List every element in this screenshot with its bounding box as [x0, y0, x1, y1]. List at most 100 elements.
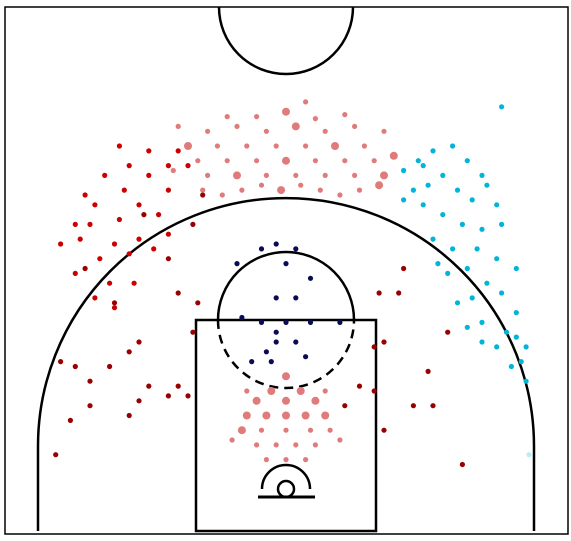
- shot-marker-wing-three-right-9: [454, 187, 461, 193]
- shot-marker-wing-three-left-26: [146, 148, 152, 154]
- shot-marker-wing-three-left-24: [126, 163, 132, 169]
- shot-marker-wing-three-right-42: [401, 197, 407, 203]
- shot-marker-wing-three-right-7: [425, 182, 431, 188]
- shot-marker-wing-three-left-14: [82, 192, 88, 198]
- shot-marker-top-of-key-three-4: [224, 158, 230, 164]
- shot-marker-restricted-and-short-midrange-14: [293, 339, 299, 345]
- half-court-circle: [217, 6, 355, 76]
- shot-marker-top-of-key-three-19: [371, 158, 377, 164]
- shot-marker-paint-floater-15: [327, 427, 333, 433]
- paint-lane: [194, 318, 378, 533]
- court-boundary: [4, 6, 569, 535]
- shot-marker-wing-three-left-20: [58, 241, 64, 247]
- shot-marker-restricted-and-short-midrange-13: [273, 329, 279, 335]
- shot-marker-corner-and-midrange-left-21: [111, 300, 118, 306]
- shot-marker-wing-three-right-6: [410, 187, 416, 193]
- shot-marker-top-of-key-three-24: [258, 182, 265, 188]
- shot-marker-paint-floater-11: [237, 426, 246, 435]
- shot-marker-corner-and-midrange-left-10: [126, 349, 132, 355]
- shot-marker-top-of-key-three-3: [214, 143, 220, 149]
- shot-marker-corner-and-midrange-left-11: [136, 339, 142, 345]
- shot-marker-top-of-key-three-0: [184, 142, 192, 150]
- shot-marker-top-of-key-three-23: [239, 187, 245, 193]
- shot-marker-paint-floater-14: [307, 427, 314, 433]
- shot-marker-wing-three-right-25: [484, 280, 490, 286]
- shot-marker-top-of-key-three-14: [322, 172, 328, 178]
- shot-marker-wing-three-left-29: [175, 148, 181, 154]
- shot-marker-wing-three-left-17: [131, 280, 137, 286]
- shot-marker-restricted-and-short-midrange-6: [273, 295, 279, 301]
- shot-marker-restricted-and-short-midrange-11: [307, 319, 314, 325]
- free-throw-circle-top: [216, 250, 356, 321]
- shot-marker-wing-three-left-7: [116, 216, 122, 223]
- shot-marker-top-of-key-three-42: [303, 99, 309, 105]
- shot-marker-wing-three-right-12: [494, 202, 500, 208]
- shot-marker-wing-three-right-17: [499, 221, 505, 227]
- shot-marker-right-midrange-1: [396, 290, 402, 296]
- shot-marker-top-of-key-three-5: [233, 171, 241, 180]
- shot-marker-corner-and-midrange-left-3: [72, 363, 78, 370]
- shot-marker-wing-three-right-41: [420, 163, 426, 169]
- shot-marker-top-of-key-three-9: [273, 143, 279, 149]
- shot-marker-wing-three-right-3: [450, 143, 456, 149]
- shot-marker-paint-floater-1: [267, 387, 276, 395]
- shot-marker-top-of-key-three-39: [254, 114, 260, 120]
- shot-marker-right-midrange-2: [381, 339, 387, 345]
- shot-marker-right-midrange-12: [401, 265, 407, 272]
- shot-marker-paint-floater-17: [273, 442, 279, 448]
- shot-marker-corner-and-midrange-left-2: [87, 378, 93, 384]
- shot-marker-wing-three-right-37: [494, 344, 500, 350]
- shot-marker-paint-floater-2: [296, 387, 305, 395]
- shot-marker-corner-and-midrange-left-14: [175, 290, 181, 296]
- shot-marker-restricted-and-short-midrange-12: [337, 319, 343, 325]
- shot-marker-top-of-key-three-32: [205, 128, 211, 134]
- shot-marker-wing-three-right-23: [445, 270, 451, 276]
- shot-marker-corner-and-midrange-left-12: [190, 329, 196, 335]
- shot-marker-top-of-key-three-26: [298, 182, 304, 188]
- shot-marker-corner-and-midrange-left-19: [58, 359, 64, 365]
- shot-marker-wing-three-right-40: [499, 104, 505, 110]
- shot-marker-wing-three-right-15: [459, 221, 465, 227]
- shot-marker-top-of-key-three-18: [361, 143, 367, 149]
- shot-marker-top-of-key-three-11: [293, 172, 299, 178]
- shot-marker-restricted-and-short-midrange-9: [258, 319, 265, 325]
- shot-marker-corner-and-midrange-left-13: [195, 300, 201, 306]
- shot-marker-top-of-key-three-1: [195, 158, 201, 164]
- shot-marker-wing-three-right-36: [508, 363, 514, 370]
- shot-marker-restricted-and-short-midrange-4: [234, 261, 240, 267]
- shot-marker-right-midrange-3: [371, 344, 377, 350]
- shot-marker-corner-and-midrange-left-20: [82, 265, 88, 272]
- shot-marker-top-of-key-three-44: [342, 112, 348, 118]
- shot-marker-wing-three-left-16: [107, 280, 113, 286]
- shot-marker-top-of-key-three-27: [317, 187, 323, 193]
- shot-marker-right-midrange-9: [459, 461, 465, 468]
- shot-marker-wing-three-right-32: [513, 334, 519, 340]
- shot-marker-corner-and-midrange-left-16: [141, 212, 147, 218]
- shot-marker-restricted-and-short-midrange-2: [293, 246, 299, 252]
- shot-marker-wing-three-right-19: [450, 246, 456, 252]
- shot-marker-paint-floater-4: [282, 396, 290, 405]
- shot-marker-corner-and-midrange-left-18: [200, 192, 206, 198]
- shot-marker-restricted-and-short-midrange-0: [258, 246, 265, 252]
- shot-marker-paint-floater-21: [283, 457, 289, 463]
- shot-marker-wing-three-right-31: [503, 329, 510, 335]
- shot-marker-wing-three-right-28: [469, 295, 475, 301]
- shot-marker-wing-three-right-21: [494, 256, 500, 262]
- shot-marker-wing-three-right-22: [513, 265, 519, 272]
- shot-marker-top-of-key-three-8: [263, 172, 269, 178]
- shot-marker-wing-three-left-1: [97, 256, 103, 262]
- shot-marker-paint-floater-6: [242, 411, 251, 420]
- shot-marker-wing-three-left-13: [102, 172, 108, 178]
- shot-marker-top-of-key-three-15: [331, 142, 339, 150]
- shot-marker-corner-and-midrange-left-17: [190, 221, 196, 227]
- shot-marker-top-of-key-three-45: [389, 151, 398, 160]
- shot-marker-paint-floater-16: [254, 442, 260, 448]
- shot-marker-wing-three-left-3: [126, 251, 132, 257]
- shot-marker-top-of-key-three-40: [282, 107, 290, 116]
- shot-marker-wing-three-left-22: [72, 221, 78, 227]
- shot-marker-wing-three-left-25: [165, 163, 171, 169]
- shot-marker-top-of-key-three-35: [291, 122, 300, 131]
- shot-marker-wing-three-right-11: [484, 182, 490, 188]
- shot-marker-wing-three-right-38: [479, 339, 485, 345]
- shot-marker-paint-floater-8: [282, 411, 290, 420]
